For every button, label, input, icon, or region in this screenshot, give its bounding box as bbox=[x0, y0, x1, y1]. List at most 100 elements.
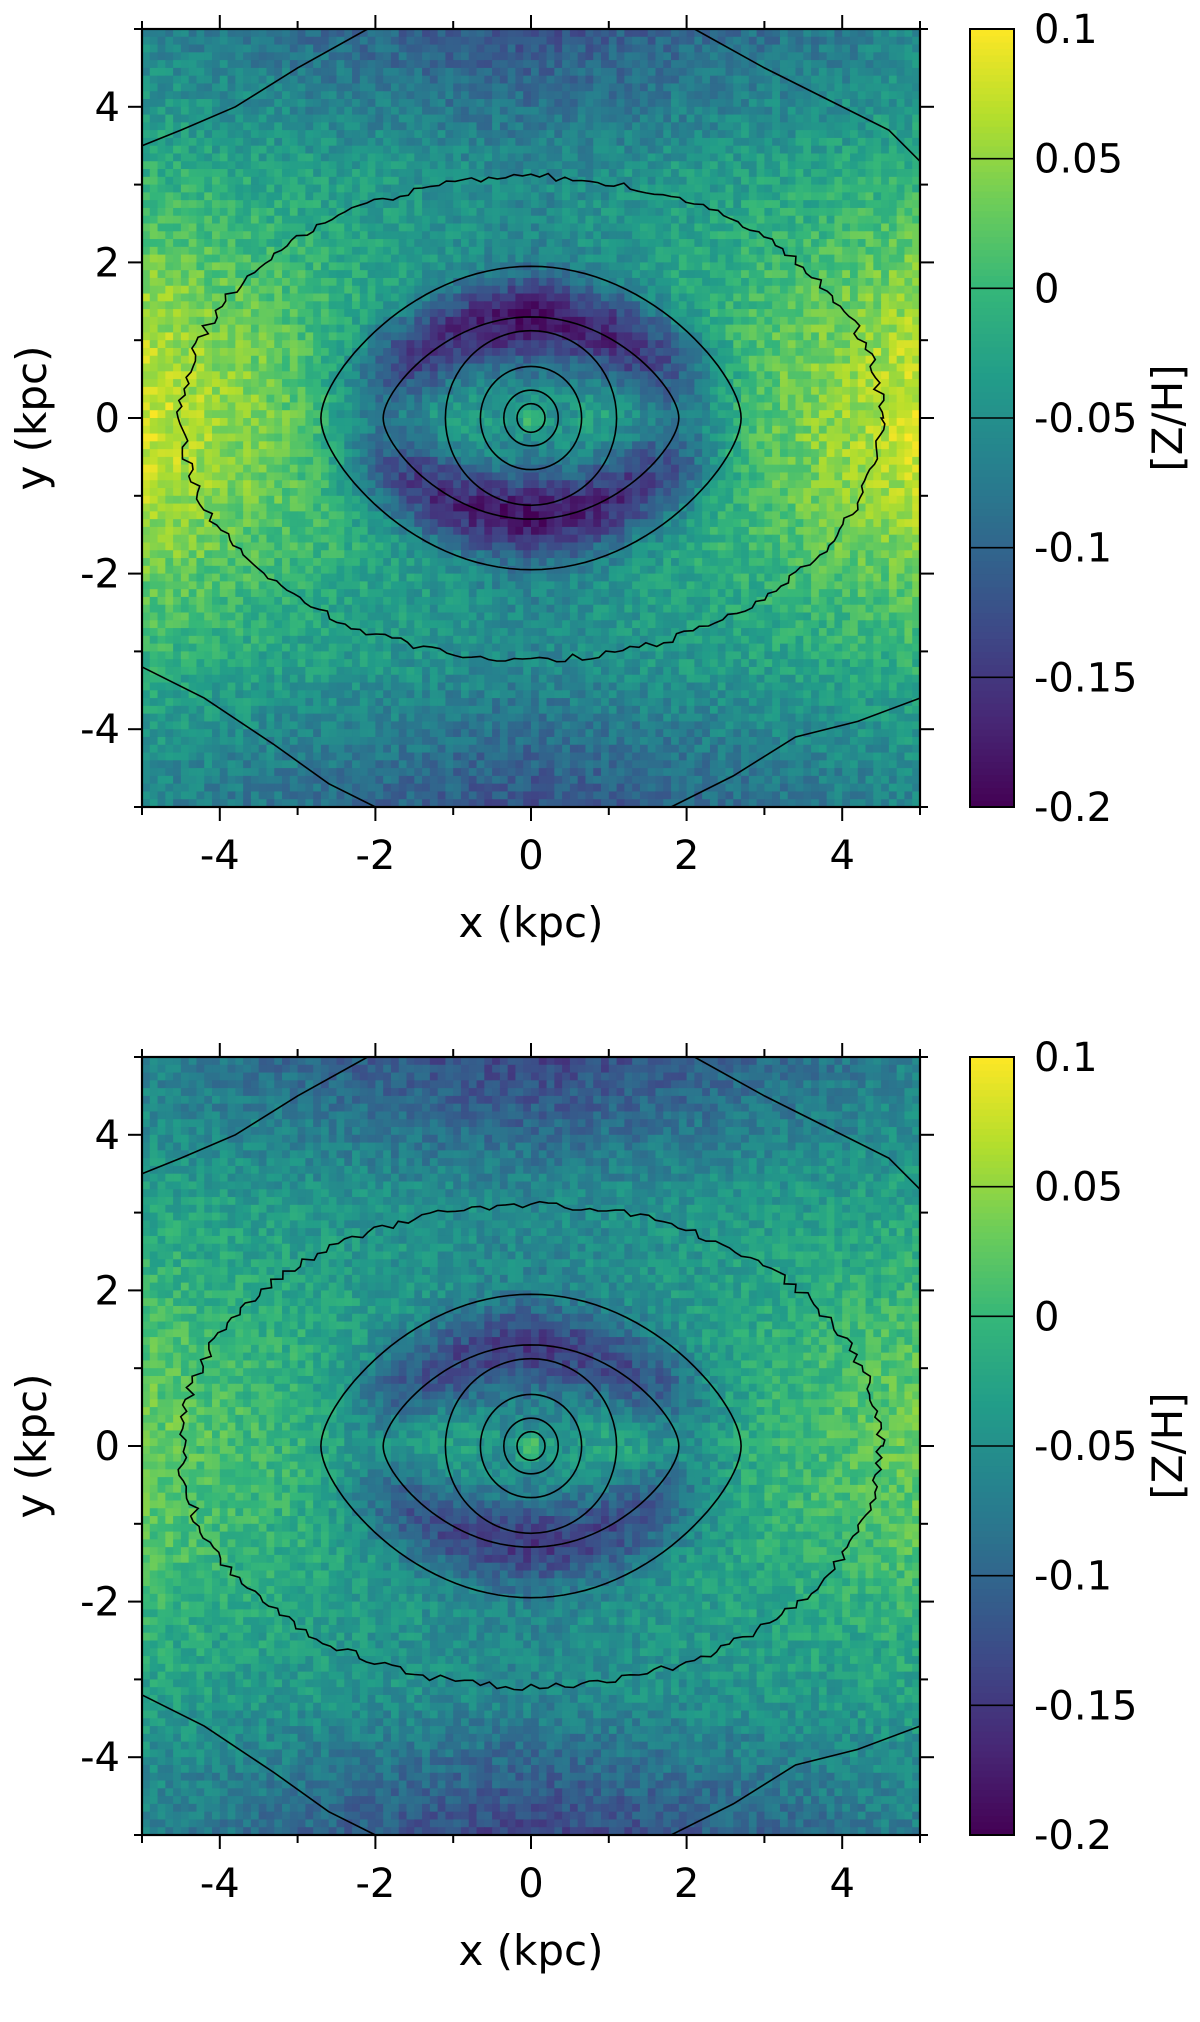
colorbar-segment bbox=[970, 1724, 1014, 1732]
colorbar-segment bbox=[970, 1199, 1014, 1207]
colorbar-tick-label: -0.1 bbox=[1034, 526, 1112, 572]
colorbar-segment bbox=[970, 1504, 1014, 1512]
colorbar-segment bbox=[970, 709, 1014, 717]
contour-corner-3 bbox=[141, 1694, 376, 1836]
colorbar-segment bbox=[970, 275, 1014, 283]
colorbar-segment bbox=[970, 1154, 1014, 1162]
colorbar-segment bbox=[970, 1809, 1014, 1817]
colorbar-segment bbox=[970, 1296, 1014, 1304]
colorbar-segment bbox=[970, 1141, 1014, 1149]
colorbar-segment bbox=[970, 1115, 1014, 1123]
colorbar-segment bbox=[970, 281, 1014, 289]
colorbar-segment bbox=[970, 774, 1014, 782]
colorbar-segment bbox=[970, 1750, 1014, 1758]
colorbar-segment bbox=[970, 197, 1014, 205]
x-axis-label: x (kpc) bbox=[458, 898, 603, 947]
colorbar-segment bbox=[970, 489, 1014, 497]
contour-lens-2 bbox=[382, 1344, 680, 1548]
x-tick-label: 0 bbox=[518, 1861, 543, 1907]
y-axis-label: y (kpc) bbox=[7, 345, 56, 490]
colorbar-segment bbox=[970, 748, 1014, 756]
contour-core-1 bbox=[444, 329, 618, 507]
colorbar-segment bbox=[970, 573, 1014, 581]
colorbar-segment bbox=[970, 1361, 1014, 1369]
colorbar-segment bbox=[970, 1452, 1014, 1460]
colorbar-segment bbox=[970, 1121, 1014, 1129]
colorbar-segment bbox=[970, 1679, 1014, 1687]
colorbar-segment bbox=[970, 184, 1014, 192]
colorbar-segment bbox=[970, 217, 1014, 225]
colorbar-segment bbox=[970, 1193, 1014, 1201]
colorbar-segment bbox=[970, 1822, 1014, 1830]
colorbar-segment bbox=[970, 262, 1014, 270]
colorbar: -0.2 -0.15 -0.1 -0.05 0 0.05 0.1 [Z/H] bbox=[969, 7, 1192, 831]
colorbar-segment bbox=[970, 755, 1014, 763]
colorbar-segment bbox=[970, 165, 1014, 173]
colorbar-segment bbox=[970, 1763, 1014, 1771]
contour-lens-1 bbox=[320, 1293, 742, 1599]
colorbar-tick-label: -0.2 bbox=[1034, 785, 1112, 831]
y-tick-label: 2 bbox=[95, 240, 120, 286]
colorbar-segment bbox=[970, 191, 1014, 199]
y-tick-label: -4 bbox=[80, 707, 120, 753]
colorbar-segment bbox=[970, 1666, 1014, 1674]
colorbar-segment bbox=[970, 1510, 1014, 1518]
colorbar-segment bbox=[970, 1653, 1014, 1661]
contour-core-4 bbox=[516, 1430, 546, 1462]
colorbar-segment bbox=[970, 1698, 1014, 1706]
colorbar-segment bbox=[970, 683, 1014, 691]
colorbar-segment bbox=[970, 664, 1014, 672]
colorbar-segment bbox=[970, 476, 1014, 484]
colorbar-segment bbox=[970, 392, 1014, 400]
contour-corner-2 bbox=[693, 1056, 921, 1190]
colorbar-segment bbox=[970, 1491, 1014, 1499]
contour-core-3 bbox=[502, 1417, 559, 1475]
colorbar-segment bbox=[970, 1588, 1014, 1596]
colorbar-segment bbox=[970, 61, 1014, 69]
colorbar-segment bbox=[970, 1082, 1014, 1091]
colorbar-segment bbox=[970, 424, 1014, 432]
contour-core-2 bbox=[479, 365, 583, 471]
x-tick-label: -4 bbox=[200, 1861, 240, 1907]
colorbar-segment bbox=[970, 618, 1014, 627]
colorbar-segment bbox=[970, 126, 1014, 134]
colorbar-segment bbox=[970, 1180, 1014, 1188]
colorbar-segment bbox=[970, 1063, 1014, 1071]
colorbar-segment bbox=[970, 178, 1014, 186]
colorbar-segment bbox=[970, 1238, 1014, 1246]
colorbar-segment bbox=[970, 54, 1014, 63]
contour-corner-1 bbox=[141, 28, 369, 147]
colorbar-segment bbox=[970, 1277, 1014, 1285]
colorbar-segment bbox=[970, 1400, 1014, 1408]
colorbar-segment bbox=[970, 1342, 1014, 1350]
colorbar-segment bbox=[970, 1796, 1014, 1804]
colorbar-segment bbox=[970, 1329, 1014, 1337]
colorbar-segment bbox=[970, 268, 1014, 276]
contour-corner-3 bbox=[141, 666, 376, 808]
colorbar-segment bbox=[970, 1731, 1014, 1739]
colorbar-segment bbox=[970, 1251, 1014, 1259]
x-tick-label: -2 bbox=[355, 833, 395, 879]
colorbar-segment bbox=[970, 1219, 1014, 1227]
colorbar-segment bbox=[970, 405, 1014, 413]
colorbar-segment bbox=[970, 1562, 1014, 1570]
colorbar-segment bbox=[970, 703, 1014, 711]
colorbar-segment bbox=[970, 1523, 1014, 1531]
colorbar-segment bbox=[970, 1517, 1014, 1525]
colorbar-segment bbox=[970, 418, 1014, 426]
colorbar-segment bbox=[970, 456, 1014, 464]
colorbar-segment bbox=[970, 139, 1014, 147]
colorbar-segment bbox=[970, 366, 1014, 374]
heatmap bbox=[142, 1057, 921, 1836]
colorbar-segment bbox=[970, 638, 1014, 646]
colorbar-segment bbox=[970, 1465, 1014, 1473]
colorbar-segment bbox=[970, 229, 1014, 238]
colorbar-tick-label: -0.1 bbox=[1034, 1554, 1112, 1600]
colorbar-segment bbox=[970, 1621, 1014, 1629]
colorbar-segment bbox=[970, 145, 1014, 153]
x-tick-label: 4 bbox=[829, 833, 854, 879]
colorbar-tick-label: -0.15 bbox=[1034, 655, 1138, 701]
colorbar-segment bbox=[970, 580, 1014, 588]
colorbar-segment bbox=[970, 787, 1014, 795]
colorbar-segment bbox=[970, 35, 1014, 43]
